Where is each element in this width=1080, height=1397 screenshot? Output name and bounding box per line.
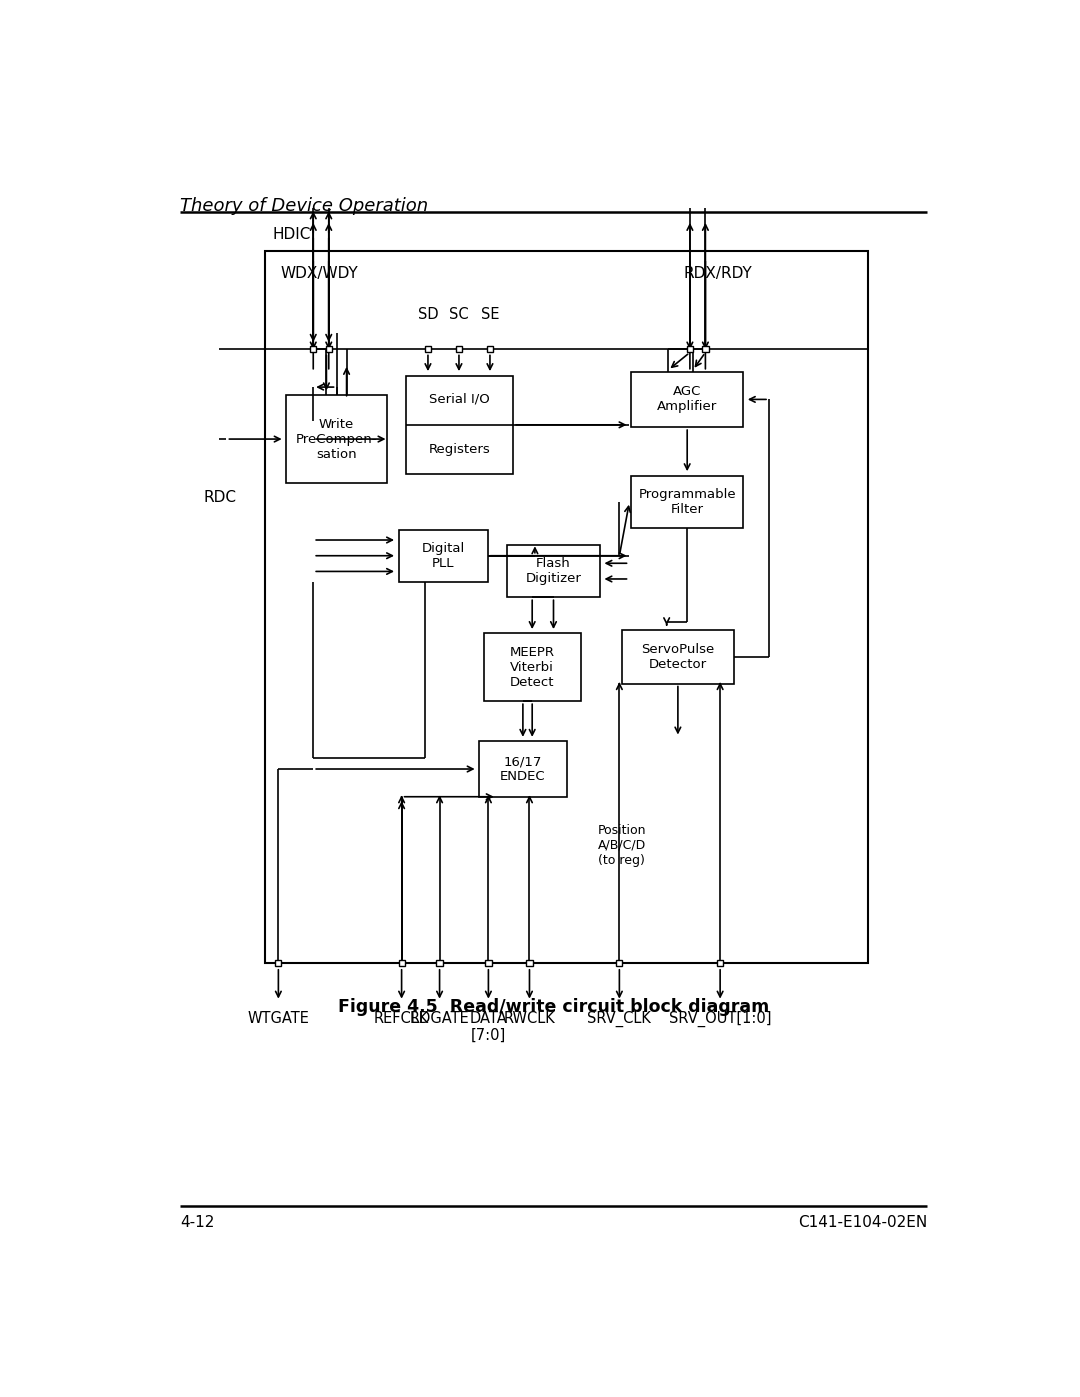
Text: C141-E104-02EN: C141-E104-02EN bbox=[798, 1215, 927, 1229]
Bar bbox=[487, 345, 494, 352]
Text: MEEPR
Viterbi
Detect: MEEPR Viterbi Detect bbox=[510, 645, 555, 689]
Text: ServoPulse
Detector: ServoPulse Detector bbox=[642, 643, 715, 671]
Text: SE: SE bbox=[481, 306, 499, 321]
Bar bbox=[485, 960, 491, 967]
Text: Theory of Device Operation: Theory of Device Operation bbox=[180, 197, 428, 215]
Bar bbox=[480, 742, 567, 796]
Text: AGC
Amplifier: AGC Amplifier bbox=[657, 386, 717, 414]
Bar bbox=[631, 475, 743, 528]
Bar bbox=[399, 960, 405, 967]
Bar bbox=[702, 345, 708, 352]
Text: RWCLK: RWCLK bbox=[503, 1011, 555, 1025]
Text: 16/17
ENDEC: 16/17 ENDEC bbox=[500, 754, 545, 782]
Bar bbox=[406, 376, 513, 474]
Text: WDX/WDY: WDX/WDY bbox=[281, 267, 359, 281]
Text: Position
A/B/C/D
(to reg): Position A/B/C/D (to reg) bbox=[597, 824, 646, 866]
Bar bbox=[687, 345, 693, 352]
Bar bbox=[631, 372, 743, 427]
Bar bbox=[266, 251, 868, 963]
Text: RDGATE: RDGATE bbox=[409, 1011, 470, 1025]
Text: Write
PreCompen-
sation: Write PreCompen- sation bbox=[296, 418, 377, 461]
Bar bbox=[484, 633, 581, 701]
Bar bbox=[617, 960, 622, 967]
Bar bbox=[326, 345, 332, 352]
Text: WTGATE: WTGATE bbox=[247, 1011, 309, 1025]
Text: REFCLK: REFCLK bbox=[374, 1011, 429, 1025]
Bar bbox=[456, 345, 462, 352]
Bar bbox=[507, 545, 600, 598]
Bar bbox=[275, 960, 282, 967]
Text: 4-12: 4-12 bbox=[180, 1215, 214, 1229]
Bar bbox=[717, 960, 724, 967]
Bar bbox=[399, 529, 488, 583]
Bar bbox=[436, 960, 443, 967]
Bar bbox=[286, 395, 387, 483]
Text: HDIC: HDIC bbox=[273, 226, 311, 242]
Bar bbox=[622, 630, 734, 683]
Text: Figure 4.5  Read/write circuit block diagram: Figure 4.5 Read/write circuit block diag… bbox=[338, 997, 769, 1016]
Text: DATA
[7:0]: DATA [7:0] bbox=[470, 1011, 508, 1044]
Bar bbox=[424, 345, 431, 352]
Text: Digital
PLL: Digital PLL bbox=[421, 542, 464, 570]
Text: RDX/RDY: RDX/RDY bbox=[684, 267, 753, 281]
Text: Registers: Registers bbox=[429, 443, 490, 455]
Text: SC: SC bbox=[449, 306, 469, 321]
Bar bbox=[310, 345, 316, 352]
Bar bbox=[526, 960, 532, 967]
Text: RDC: RDC bbox=[203, 490, 237, 504]
Text: SRV_OUT[1:0]: SRV_OUT[1:0] bbox=[669, 1011, 771, 1027]
Text: Serial I/O: Serial I/O bbox=[430, 393, 490, 405]
Text: Programmable
Filter: Programmable Filter bbox=[638, 488, 735, 515]
Text: Flash
Digitizer: Flash Digitizer bbox=[526, 557, 581, 585]
Text: SD: SD bbox=[418, 306, 438, 321]
Text: SRV_CLK: SRV_CLK bbox=[588, 1011, 651, 1027]
